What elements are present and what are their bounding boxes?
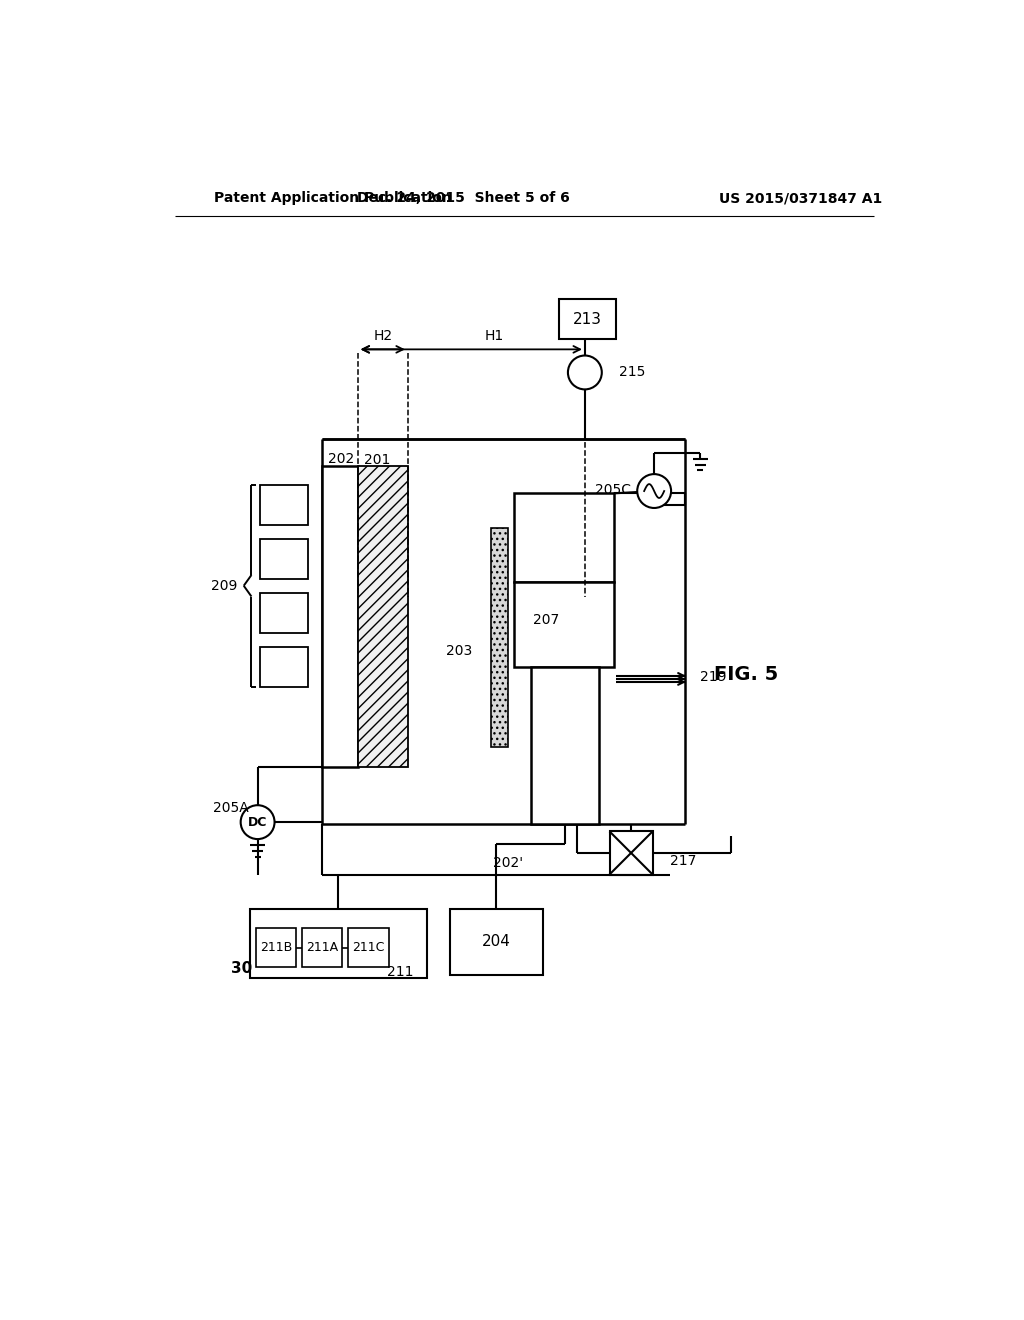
Bar bbox=[260, 539, 307, 579]
Bar bbox=[322, 466, 357, 767]
Text: 202: 202 bbox=[328, 451, 354, 466]
Text: 209: 209 bbox=[211, 578, 238, 593]
Text: Dec. 24, 2015  Sheet 5 of 6: Dec. 24, 2015 Sheet 5 of 6 bbox=[356, 191, 569, 206]
Bar bbox=[256, 928, 296, 966]
Text: 211A: 211A bbox=[306, 941, 338, 954]
Text: 205C: 205C bbox=[595, 483, 631, 496]
Text: 202': 202' bbox=[493, 855, 523, 870]
Bar bbox=[609, 832, 652, 875]
Circle shape bbox=[568, 355, 602, 389]
Text: H2: H2 bbox=[373, 329, 392, 342]
Bar bbox=[559, 300, 616, 339]
Text: 215: 215 bbox=[618, 366, 645, 379]
Text: 211C: 211C bbox=[352, 941, 385, 954]
Circle shape bbox=[241, 805, 274, 840]
Text: 30: 30 bbox=[230, 961, 252, 975]
Text: Patent Application Publication: Patent Application Publication bbox=[214, 191, 452, 206]
Text: 217: 217 bbox=[670, 854, 696, 867]
Text: 213: 213 bbox=[572, 312, 602, 327]
Text: FIG. 5: FIG. 5 bbox=[715, 665, 778, 684]
Bar bbox=[357, 466, 408, 767]
Bar bbox=[348, 928, 388, 966]
Text: H1: H1 bbox=[484, 329, 504, 342]
Text: 201: 201 bbox=[364, 453, 390, 467]
Bar bbox=[514, 494, 614, 582]
Text: 204: 204 bbox=[482, 935, 511, 949]
Bar bbox=[260, 484, 307, 525]
Bar bbox=[451, 909, 543, 974]
Text: 211: 211 bbox=[387, 965, 413, 979]
Text: 205A: 205A bbox=[213, 801, 249, 816]
Bar bbox=[260, 593, 307, 632]
Text: 219: 219 bbox=[700, 671, 727, 684]
Bar bbox=[260, 647, 307, 686]
Text: DC: DC bbox=[248, 816, 267, 829]
Text: 203: 203 bbox=[446, 644, 472, 659]
Bar bbox=[514, 582, 614, 667]
Bar bbox=[302, 928, 342, 966]
Bar bbox=[531, 667, 599, 825]
Bar bbox=[490, 528, 508, 747]
Circle shape bbox=[637, 474, 671, 508]
Text: 207: 207 bbox=[534, 614, 559, 627]
Text: 211B: 211B bbox=[260, 941, 292, 954]
Text: US 2015/0371847 A1: US 2015/0371847 A1 bbox=[719, 191, 882, 206]
Bar bbox=[250, 909, 427, 978]
